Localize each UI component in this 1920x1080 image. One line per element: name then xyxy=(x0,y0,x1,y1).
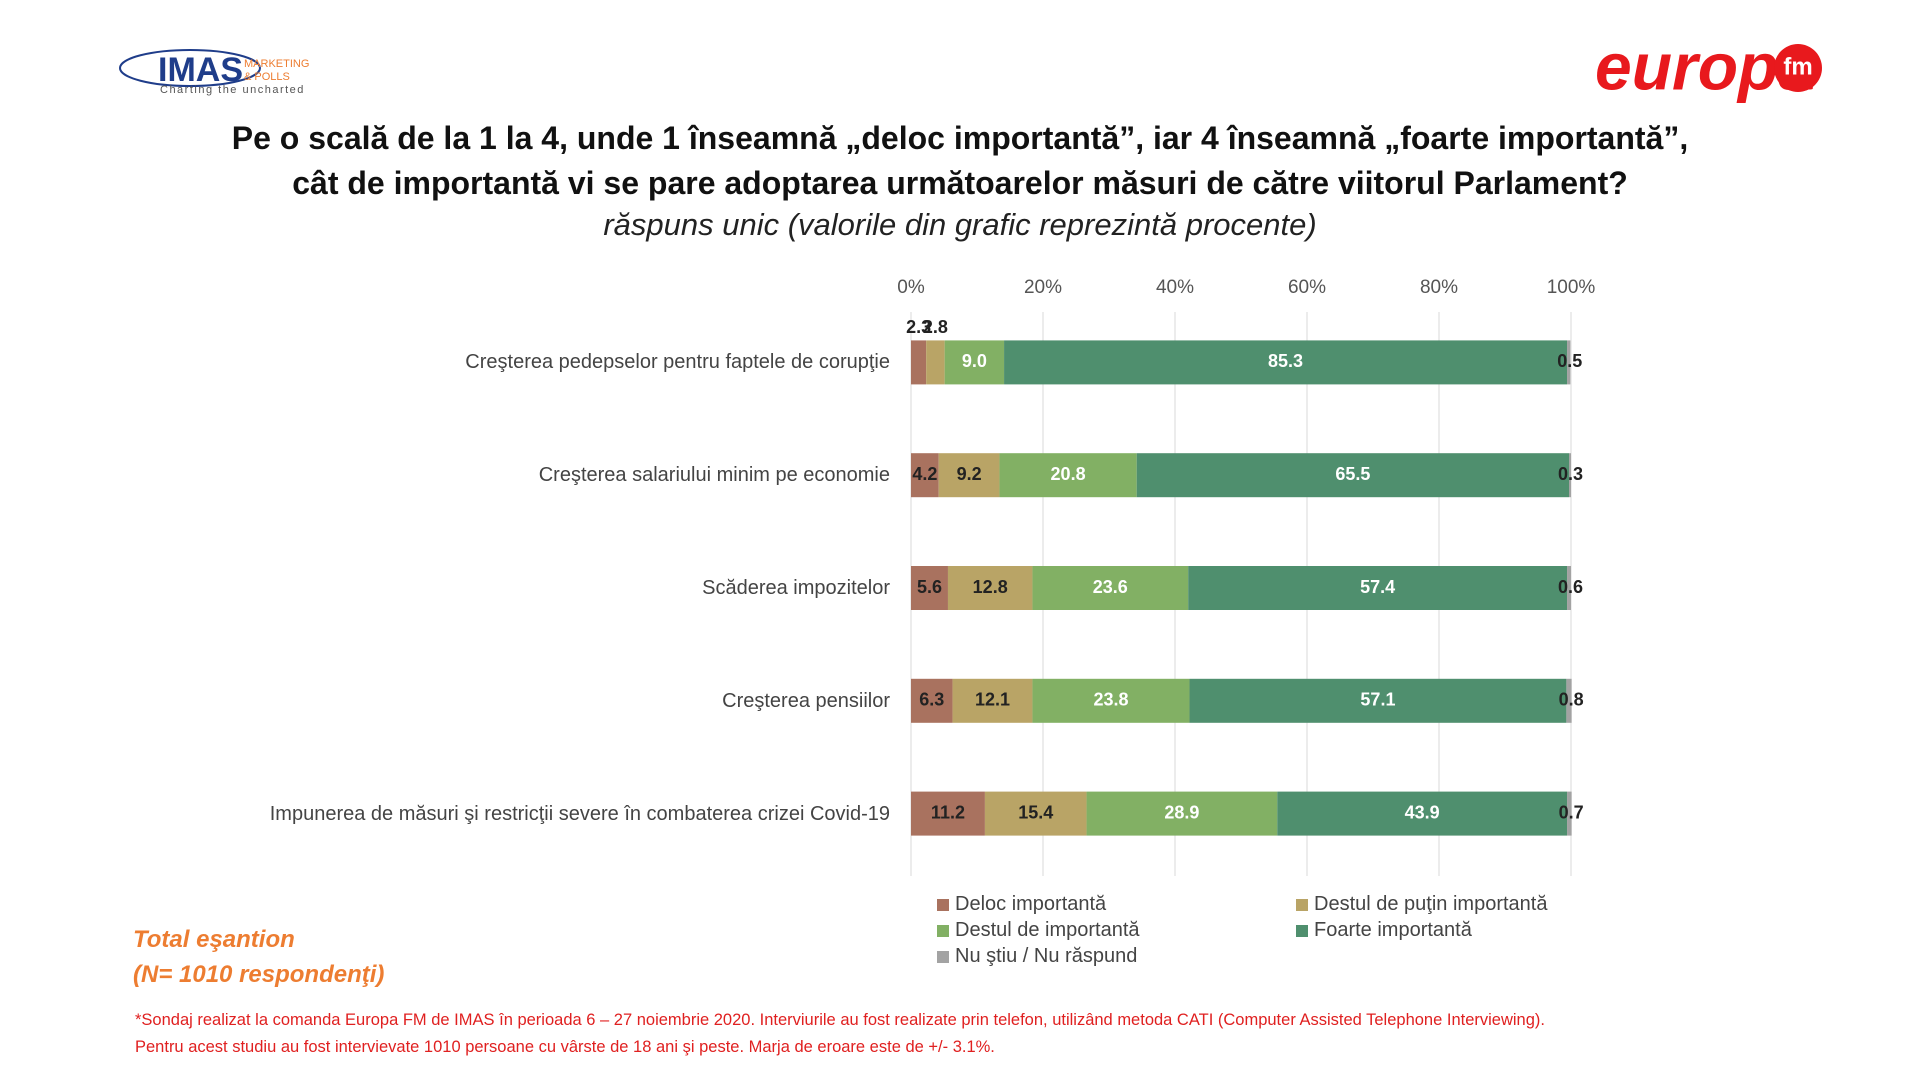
value-label: 0.3 xyxy=(1558,464,1583,484)
value-label: 6.3 xyxy=(919,690,944,710)
imas-slogan: Charting the uncharted xyxy=(160,84,305,96)
value-label: 23.6 xyxy=(1093,577,1128,597)
bar-segment xyxy=(1189,678,1567,723)
bar-segment xyxy=(952,678,1033,723)
bar-segment xyxy=(1136,453,1570,498)
imas-swoosh xyxy=(119,49,261,87)
bar-segment xyxy=(1567,566,1571,610)
bar-segment xyxy=(911,678,953,723)
bar-segment xyxy=(1566,678,1572,723)
bar-segment xyxy=(984,791,1087,836)
title: Pe o scală de la 1 la 4, unde 1 înseamnă… xyxy=(231,120,1689,156)
category-label: Impunerea de măsuri şi restricţii severe… xyxy=(269,802,890,825)
bar-segment xyxy=(999,453,1137,498)
value-label: 65.5 xyxy=(1335,464,1370,484)
title: cât de importantă vi se pare adoptarea u… xyxy=(292,165,1628,201)
bar-segment xyxy=(1032,678,1190,723)
value-label: 57.1 xyxy=(1360,690,1395,710)
value-label: 4.2 xyxy=(912,464,937,484)
bar-segment xyxy=(1567,791,1572,836)
bar-segment xyxy=(911,566,948,610)
bar-segment xyxy=(911,340,927,385)
bar-segment xyxy=(1188,566,1568,610)
value-label: 5.6 xyxy=(917,577,942,597)
bar-segment xyxy=(947,566,1033,610)
x-tick-label: 100% xyxy=(1547,277,1596,298)
x-tick-label: 80% xyxy=(1420,277,1458,298)
value-label: 9.0 xyxy=(962,351,987,371)
bar-segment xyxy=(911,453,939,498)
legend-entry: Nu ştiu / Nu răspund xyxy=(937,945,1137,968)
value-label: 0.6 xyxy=(1558,577,1583,597)
value-label: 0.7 xyxy=(1559,802,1584,822)
legend-entry: Deloc importantă xyxy=(937,893,1106,916)
x-tick-label: 0% xyxy=(897,277,925,298)
value-label: 2.3 xyxy=(906,317,931,337)
value-label: 28.9 xyxy=(1164,802,1199,822)
legend-entry: Foarte importantă xyxy=(1296,919,1472,942)
fm-logo: fm xyxy=(1783,53,1812,80)
imas-tagline: MARKETING xyxy=(244,58,309,70)
value-label: 9.2 xyxy=(957,464,982,484)
value-label: 85.3 xyxy=(1268,351,1303,371)
x-tick-label: 40% xyxy=(1156,277,1194,298)
legend-label: Nu ştiu / Nu răspund xyxy=(955,945,1138,967)
value-label: 23.8 xyxy=(1093,690,1128,710)
category-label: Creşterea pensiilor xyxy=(722,689,890,712)
bar-segment xyxy=(1004,340,1568,385)
legend-swatch xyxy=(937,898,949,911)
bar-segment xyxy=(1567,340,1571,385)
legend-label: Destul de puţin importantă xyxy=(1314,893,1548,915)
footnote: *Sondaj realizat la comanda Europa FM de… xyxy=(135,1011,1545,1029)
legend-entry: Destul de importantă xyxy=(937,919,1140,942)
legend-label: Destul de importantă xyxy=(955,919,1140,941)
legend-swatch xyxy=(1296,924,1308,937)
value-label: 0.8 xyxy=(1559,690,1584,710)
bar-segment xyxy=(911,791,985,836)
x-tick-label: 60% xyxy=(1288,277,1326,298)
value-label: 0.5 xyxy=(1557,351,1582,371)
value-label: 12.8 xyxy=(973,577,1008,597)
value-label: 11.2 xyxy=(931,802,965,822)
legend-label: Deloc importantă xyxy=(955,893,1107,915)
legend-swatch xyxy=(1296,898,1308,911)
legend-entry: Destul de puţin importantă xyxy=(1296,893,1547,916)
value-label: 15.4 xyxy=(1018,802,1053,822)
fm-badge xyxy=(1774,44,1822,92)
bar-segment xyxy=(938,453,1000,498)
sample-note: (N= 1010 respondenţi) xyxy=(133,961,385,988)
bar-segment xyxy=(1032,566,1189,610)
value-label: 20.8 xyxy=(1051,464,1086,484)
value-label: 12.1 xyxy=(975,690,1010,710)
value-label: 57.4 xyxy=(1360,577,1395,597)
legend-swatch xyxy=(937,950,949,963)
bar-segment xyxy=(1277,791,1568,836)
category-label: Creşterea pedepselor pentru faptele de c… xyxy=(465,351,890,374)
legend-swatch xyxy=(937,924,949,937)
legend-label: Foarte importantă xyxy=(1314,919,1472,941)
category-label: Scăderea impozitelor xyxy=(702,577,890,599)
value-label: 43.9 xyxy=(1405,802,1440,822)
footnote: Pentru acest studiu au fost intervievate… xyxy=(135,1038,995,1056)
bar-segment xyxy=(1569,453,1571,498)
sample-note: Total eşantion xyxy=(133,926,295,953)
bar-segment xyxy=(944,340,1005,385)
imas-tagline: & POLLS xyxy=(244,71,290,83)
x-tick-label: 20% xyxy=(1024,277,1062,298)
imas-name: IMAS xyxy=(158,51,243,89)
subtitle: răspuns unic (valorile din grafic reprez… xyxy=(603,207,1317,242)
bar-segment xyxy=(926,340,945,385)
bar-segment xyxy=(1086,791,1278,836)
value-label: 2.8 xyxy=(923,317,948,337)
category-label: Creşterea salariului minim pe economie xyxy=(538,464,890,487)
